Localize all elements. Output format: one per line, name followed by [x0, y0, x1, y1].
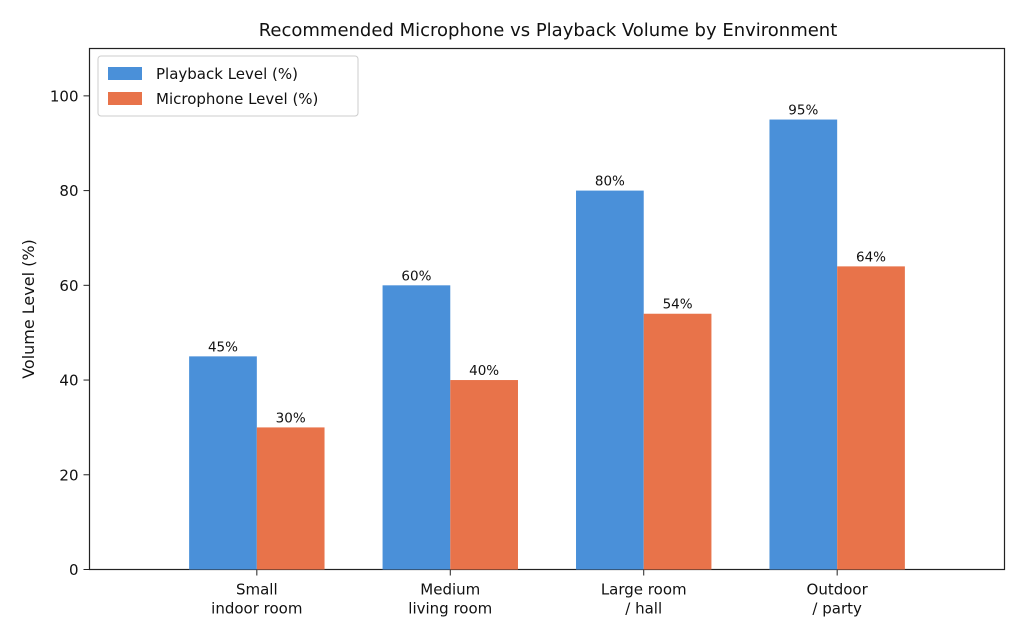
x-tick-label: Small indoor room — [211, 581, 302, 618]
x-tick-label: Outdoor / party — [807, 581, 869, 618]
y-axis: 0 20 40 60 80 100 — [50, 87, 90, 579]
x-tick-label-line: / party — [812, 600, 862, 618]
bar — [189, 356, 257, 570]
bar-data-label: 80% — [595, 174, 625, 190]
legend-label: Playback Level (%) — [156, 65, 298, 83]
y-tick-label: 80 — [59, 182, 78, 200]
bar — [837, 266, 905, 570]
legend-label: Microphone Level (%) — [156, 90, 318, 108]
legend: Playback Level (%) Microphone Level (%) — [97, 55, 359, 117]
y-axis-title: Volume Level (%) — [19, 239, 38, 379]
bar-data-label: 64% — [856, 249, 886, 265]
bars: 45% 30% 60% 40% 80% 54% 95% 64% — [189, 103, 905, 570]
x-tick-label-line: Large room — [601, 581, 687, 599]
y-tick-label: 0 — [69, 561, 79, 579]
bar — [576, 190, 644, 570]
y-tick-label: 20 — [59, 466, 78, 484]
legend-swatch — [108, 92, 142, 105]
legend-swatch — [108, 67, 142, 80]
bar-data-label: 45% — [208, 339, 238, 355]
x-tick-label-line: Medium — [420, 581, 480, 599]
y-tick-label: 100 — [50, 87, 79, 105]
y-tick-label: 60 — [59, 277, 78, 295]
bar-data-label: 40% — [469, 363, 499, 379]
bar — [643, 313, 712, 570]
bar-data-label: 95% — [788, 103, 818, 119]
bar — [382, 285, 451, 570]
x-tick-label-line: / hall — [625, 600, 662, 618]
x-tick-label-line: indoor room — [211, 600, 302, 618]
x-tick-label-line: Small — [236, 581, 278, 599]
x-tick-label-line: Outdoor — [807, 581, 869, 599]
bar — [769, 119, 838, 570]
y-tick-label: 40 — [59, 372, 78, 390]
bar — [450, 380, 518, 570]
x-tick-label: Medium living room — [408, 581, 492, 618]
plot-frame — [88, 47, 1006, 571]
chart-title: Recommended Microphone vs Playback Volum… — [259, 20, 838, 41]
x-axis: Small indoor room Medium living room Large r… — [211, 569, 869, 618]
x-tick-label: Large room / hall — [601, 581, 687, 618]
bar — [256, 427, 325, 570]
legend-box — [97, 55, 359, 117]
x-tick-label-line: living room — [408, 600, 492, 618]
bar-data-label: 30% — [276, 410, 306, 426]
bar-data-label: 60% — [401, 268, 431, 284]
bar-data-label: 54% — [663, 297, 693, 313]
